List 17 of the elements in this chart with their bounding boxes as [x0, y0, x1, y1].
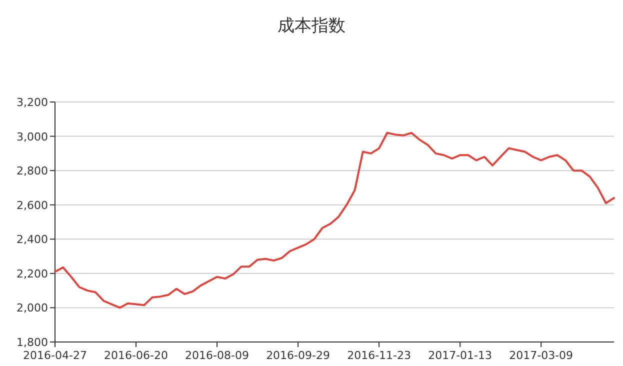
y-tick-label: 3,000: [16, 130, 48, 144]
x-tick-label: 2016-04-27: [23, 349, 87, 362]
chart-title: 成本指数: [278, 16, 346, 36]
x-tick-label: 2016-06-20: [104, 349, 168, 362]
line-series: [54, 132, 615, 309]
x-tick-label: 2017-01-13: [428, 349, 492, 362]
x-tick-label: 2017-03-09: [509, 349, 574, 362]
y-tick-label: 2,200: [16, 267, 48, 280]
x-tick-label: 2016-08-09: [185, 349, 249, 362]
y-tick-label: 2,400: [16, 233, 48, 246]
x-tick-label: 2016-09-29: [266, 349, 330, 362]
y-tick-label: 2,600: [16, 198, 48, 212]
x-tick-label: 2016-11-23: [347, 349, 412, 362]
y-tick-label: 3,200: [16, 96, 48, 109]
y-tick-label: 1,800: [16, 336, 48, 349]
y-tick-label: 2,800: [16, 164, 48, 178]
y-tick-label: 2,000: [16, 302, 48, 315]
